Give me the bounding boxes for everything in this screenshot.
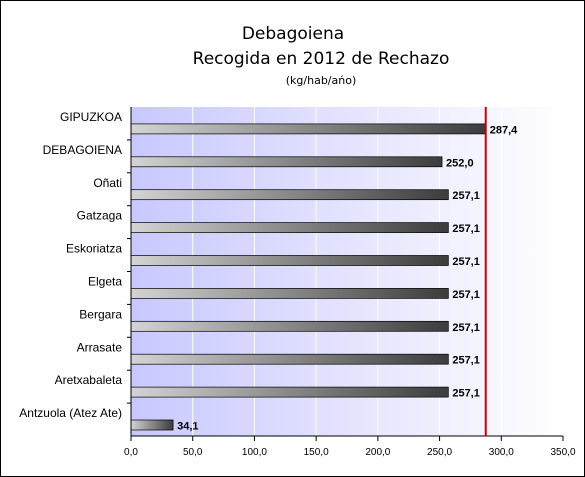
bar	[130, 288, 449, 299]
chart-subtitle: Recogida en 2012 de Rechazo	[193, 49, 450, 69]
x-tick-label: 50,0	[183, 447, 203, 458]
bar	[130, 386, 449, 398]
bar	[130, 353, 449, 365]
category-label: Bergara	[79, 307, 122, 321]
bar	[130, 255, 449, 266]
data-label: 34,1	[177, 421, 198, 433]
data-label: 257,1	[452, 223, 480, 235]
chart-title: Debagoiena	[242, 24, 344, 44]
x-tick-label: 150,0	[304, 447, 329, 458]
x-tick-label: 0,0	[124, 447, 138, 458]
category-label: Antzuola (Atez Ate)	[19, 406, 122, 420]
bar	[130, 156, 443, 168]
data-label: 257,1	[452, 355, 480, 367]
x-tick-label: 100,0	[242, 447, 267, 458]
category-label: Oñati	[93, 176, 122, 190]
category-label: DEBAGOIENA	[43, 143, 122, 157]
plot-area	[131, 107, 563, 436]
x-tick-label: 300,0	[489, 447, 514, 458]
data-label: 257,1	[452, 256, 480, 268]
data-label: 257,1	[452, 190, 480, 202]
data-label: 252,0	[446, 157, 474, 169]
x-tick-label: 200,0	[365, 447, 390, 458]
category-label: Elgeta	[88, 275, 122, 289]
bar	[130, 320, 449, 332]
data-label: 257,1	[452, 388, 480, 400]
category-label: Gatzaga	[77, 209, 123, 223]
data-labels: 287,4 252,0 257,1 257,1 257,1 257,1 257,1 257,1…	[177, 124, 518, 432]
category-label: Arrasate	[77, 340, 123, 354]
x-tick-label: 250,0	[427, 447, 452, 458]
bar	[130, 189, 449, 201]
data-label: 257,1	[452, 289, 480, 301]
data-label: 287,4	[490, 124, 518, 136]
bar	[130, 222, 449, 233]
category-label: Aretxabaleta	[55, 373, 123, 387]
x-tick-label: 350,0	[550, 447, 575, 458]
category-labels: GIPUZKOA DEBAGOIENA Oñati Gatzaga Eskoriatza…	[19, 110, 131, 420]
bar	[130, 123, 487, 135]
category-label: Eskoriatza	[66, 242, 122, 256]
chart-units: (kg/hab/ańo)	[286, 74, 357, 87]
category-label: GIPUZKOA	[60, 110, 122, 124]
x-ticks: 0,0 50,0 100,0 150,0 200,0 250,0 300,0 350,0	[124, 436, 576, 458]
data-label: 257,1	[452, 322, 480, 334]
bar	[130, 419, 174, 431]
